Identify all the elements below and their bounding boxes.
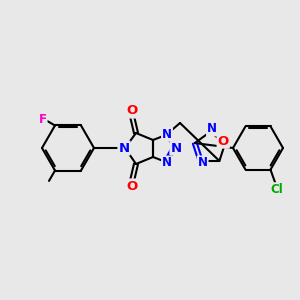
Text: N: N: [118, 142, 130, 154]
Text: Cl: Cl: [270, 183, 283, 196]
Text: N: N: [170, 142, 182, 154]
Text: F: F: [39, 113, 46, 126]
Text: O: O: [126, 104, 138, 118]
Text: O: O: [218, 135, 229, 148]
Text: N: N: [162, 128, 172, 140]
Text: N: N: [162, 157, 172, 169]
Text: O: O: [126, 179, 138, 193]
Text: N: N: [207, 122, 217, 136]
Text: N: N: [198, 156, 208, 170]
